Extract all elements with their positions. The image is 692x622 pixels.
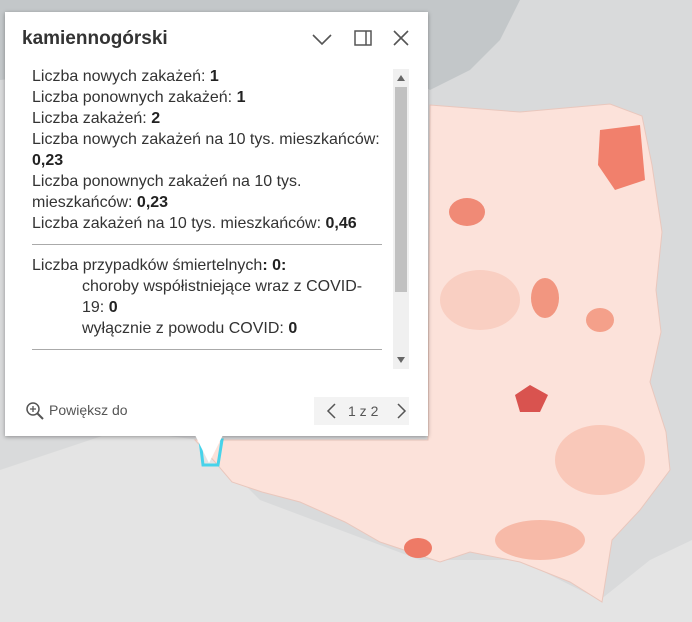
field-row: Liczba nowych zakażeń na 10 tys. mieszka…: [32, 129, 382, 171]
separator: [32, 349, 382, 350]
field-row: Liczba zakażeń: 2: [32, 108, 382, 129]
field-value: 1: [236, 89, 246, 106]
deaths-value: : 0:: [262, 257, 287, 274]
separator: [32, 244, 382, 245]
field-value: 0,46: [325, 215, 357, 232]
field-row: Liczba zakażeń na 10 tys. mieszkańców: 0…: [32, 213, 382, 234]
next-button[interactable]: [397, 403, 407, 419]
deaths-detail: wyłącznie z powodu COVID: 0: [32, 318, 382, 339]
fields: Liczba nowych zakażeń: 1 Liczba ponownych…: [32, 66, 382, 234]
popup-actions: [312, 30, 409, 46]
field-label: Liczba nowych zakażeń na 10 tys. mieszka…: [32, 131, 380, 148]
collapse-button[interactable]: [312, 34, 332, 46]
pager: 1 z 2: [314, 397, 409, 425]
deaths: Liczba przypadków śmiertelnych: 0: chorob…: [32, 255, 382, 339]
field-value: 0,23: [32, 152, 64, 169]
field-row: Liczba nowych zakażeń: 1: [32, 66, 382, 87]
popup-title: kamiennogórski: [22, 28, 168, 49]
field-value: 0,23: [136, 194, 169, 211]
field-value: 1: [209, 68, 219, 85]
detail-value: 0: [108, 299, 118, 316]
scrollbar[interactable]: [393, 69, 409, 369]
field-label: Liczba ponownych zakażeń na 10 tys. mies…: [32, 173, 302, 211]
zoom-icon: [26, 402, 44, 420]
prev-button[interactable]: [326, 403, 336, 419]
deaths-detail: choroby współistniejące wraz z COVID-19:…: [32, 276, 382, 318]
field-label: Liczba zakażeń:: [32, 110, 152, 127]
deaths-label: Liczba przypadków śmiertelnych: [32, 257, 263, 274]
dock-button[interactable]: [354, 30, 372, 46]
detail-label: wyłącznie z powodu COVID:: [82, 320, 289, 337]
popup-content: Liczba nowych zakażeń: 1 Liczba ponownych…: [32, 66, 382, 360]
field-value: 2: [151, 110, 161, 127]
field-row: Liczba ponownych zakażeń na 10 tys. mies…: [32, 171, 382, 213]
pager-text: 1 z 2: [348, 403, 379, 419]
field-label: Liczba nowych zakażeń:: [32, 68, 210, 85]
close-button[interactable]: [393, 30, 409, 46]
detail-value: 0: [288, 320, 298, 337]
field-label: Liczba ponownych zakażeń:: [32, 89, 237, 106]
field-label: Liczba zakażeń na 10 tys. mieszkańców:: [32, 215, 326, 232]
popup-pointer: [195, 435, 223, 463]
detail-label: choroby współistniejące wraz z COVID-19:: [82, 278, 363, 316]
zoom-to[interactable]: Powiększ do: [49, 402, 128, 418]
field-row: Liczba ponownych zakażeń: 1: [32, 87, 382, 108]
deaths-row: Liczba przypadków śmiertelnych: 0:: [32, 255, 382, 276]
